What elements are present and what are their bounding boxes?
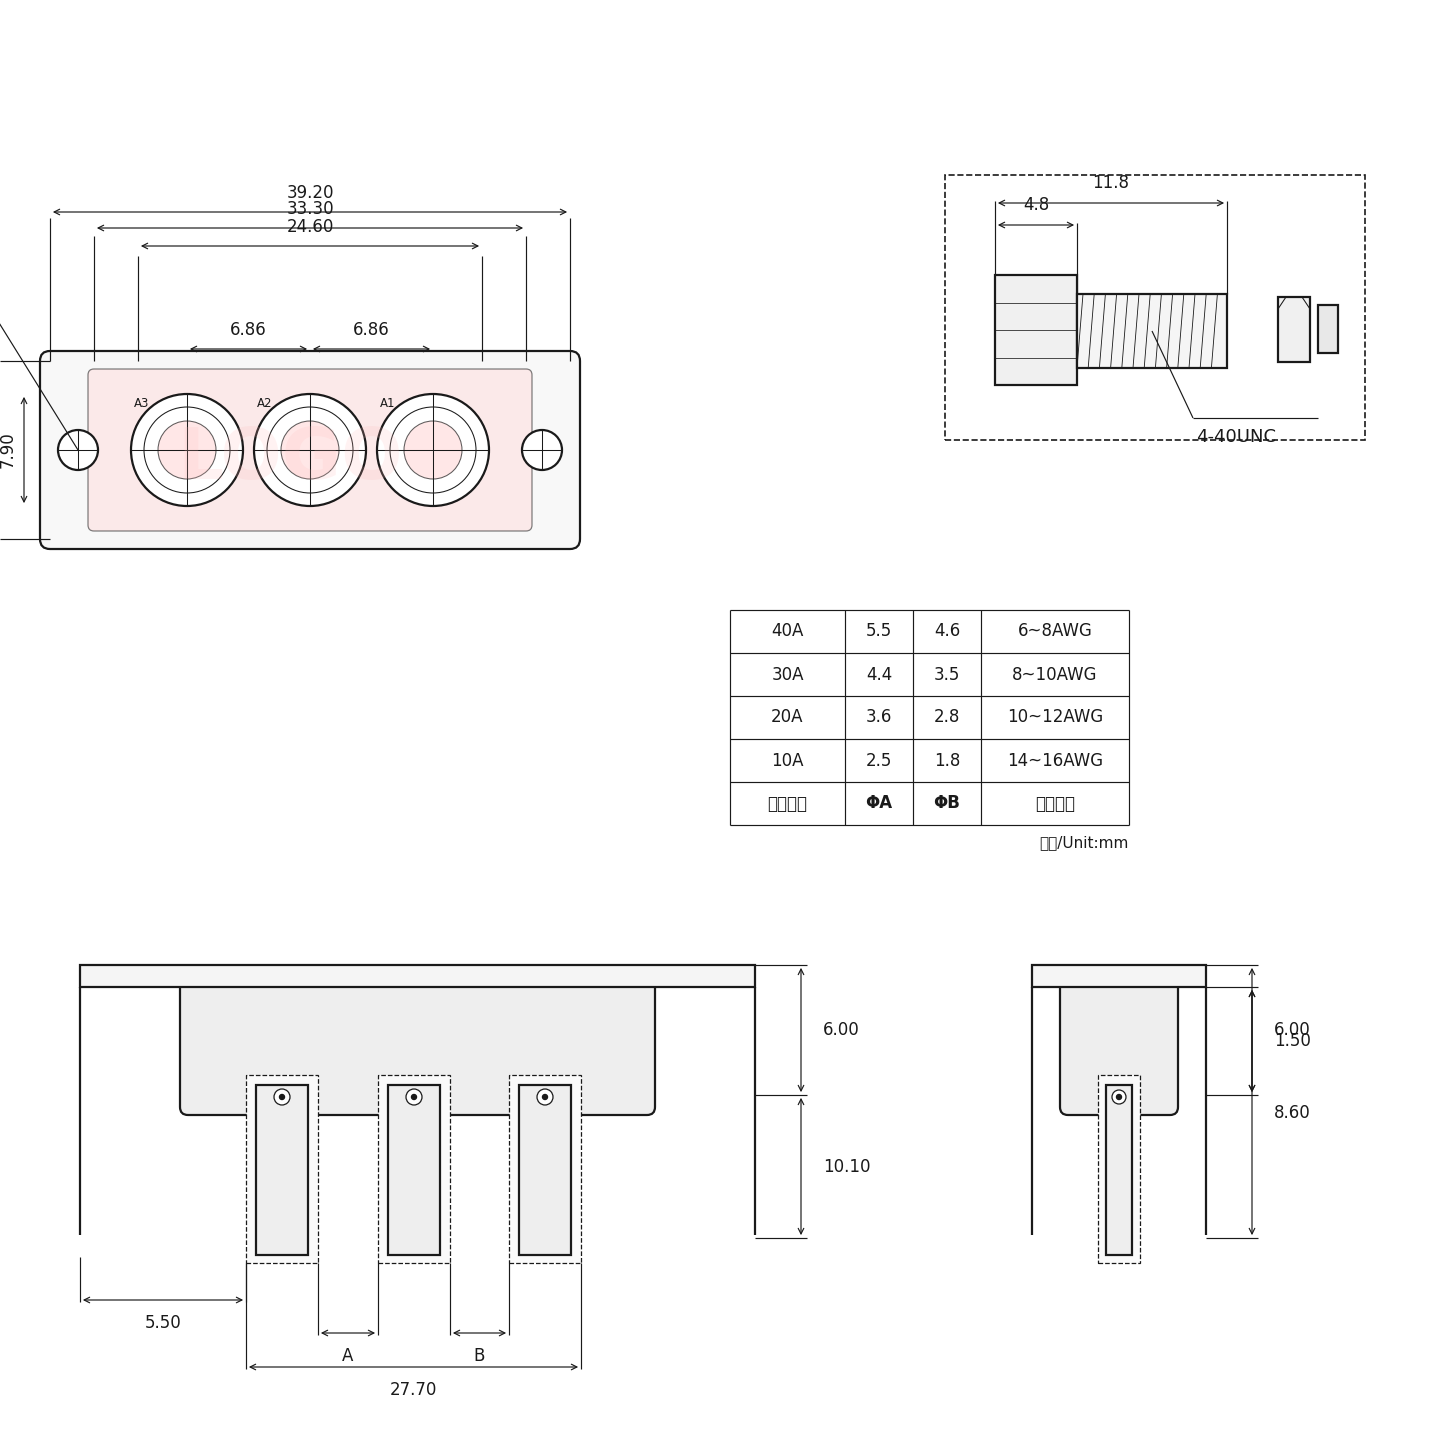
Text: 8~10AWG: 8~10AWG [1012,665,1097,684]
Bar [518,1084,572,1256]
Circle shape [274,1089,289,1104]
Circle shape [131,395,243,505]
Text: 7.90: 7.90 [0,432,17,468]
Bar [1077,294,1227,369]
Text: 4-40UNC: 4-40UNC [1197,428,1276,446]
Text: 10~12AWG: 10~12AWG [1007,708,1103,727]
Bar [377,1076,449,1263]
Circle shape [266,408,353,492]
Text: 10.10: 10.10 [824,1158,871,1175]
Bar [81,965,755,986]
Text: 4.8: 4.8 [1022,196,1050,215]
Circle shape [279,1094,285,1100]
Text: 5.50: 5.50 [144,1313,181,1332]
Text: LOGO: LOGO [177,425,403,494]
Circle shape [281,420,338,480]
Bar [995,275,1077,384]
Text: 10A: 10A [772,752,804,769]
Text: B: B [474,1346,485,1365]
FancyBboxPatch shape [1060,979,1178,1115]
Circle shape [543,1094,547,1100]
Text: A3: A3 [134,397,150,410]
Text: A2: A2 [256,397,272,410]
Bar [1099,1076,1140,1263]
Text: A1: A1 [380,397,396,410]
Text: 33.30: 33.30 [287,200,334,217]
Text: 6~8AWG: 6~8AWG [1018,622,1093,641]
Circle shape [521,431,562,469]
Bar [1106,1084,1132,1256]
Circle shape [253,395,366,505]
Bar [1279,297,1310,361]
Text: 14~16AWG: 14~16AWG [1007,752,1103,769]
Circle shape [406,1089,422,1104]
Text: 4.6: 4.6 [935,622,960,641]
Text: 线材规格: 线材规格 [1035,795,1076,812]
FancyBboxPatch shape [40,351,580,549]
Circle shape [158,420,216,480]
Text: 11.8: 11.8 [1093,174,1129,192]
Circle shape [144,408,230,492]
Text: 5.5: 5.5 [865,622,893,641]
Text: 4.4: 4.4 [865,665,893,684]
Bar [246,1076,318,1263]
Circle shape [390,408,477,492]
Text: 6.86: 6.86 [353,321,390,338]
Bar [508,1076,580,1263]
Circle shape [58,431,98,469]
Circle shape [405,420,462,480]
Text: 6.86: 6.86 [230,321,266,338]
Text: 1.8: 1.8 [933,752,960,769]
Circle shape [1116,1094,1122,1100]
FancyBboxPatch shape [88,369,531,531]
Bar [256,1084,308,1256]
Text: 3.5: 3.5 [933,665,960,684]
Text: 8.60: 8.60 [1274,1103,1310,1122]
Text: 2.5: 2.5 [865,752,893,769]
Text: 1.50: 1.50 [1274,1032,1310,1050]
Text: 2.8: 2.8 [933,708,960,727]
Bar [1032,965,1207,986]
Bar [387,1084,441,1256]
Text: 6.00: 6.00 [1274,1021,1310,1040]
Circle shape [377,395,490,505]
Circle shape [412,1094,416,1100]
Circle shape [537,1089,553,1104]
Text: ΦA: ΦA [865,795,893,812]
Text: 24.60: 24.60 [287,217,334,236]
Text: 39.20: 39.20 [287,184,334,202]
Bar [1318,305,1338,353]
Text: 额定电流: 额定电流 [768,795,808,812]
FancyBboxPatch shape [180,979,655,1115]
Text: 20A: 20A [772,708,804,727]
Text: 27.70: 27.70 [390,1381,438,1400]
Text: 6.00: 6.00 [824,1021,860,1040]
Text: ΦB: ΦB [933,795,960,812]
Text: 40A: 40A [772,622,804,641]
Bar [945,176,1365,441]
Text: 单位/Unit:mm: 单位/Unit:mm [1040,835,1129,850]
Circle shape [1112,1090,1126,1104]
Text: A: A [343,1346,354,1365]
Text: 30A: 30A [772,665,804,684]
Text: 3.6: 3.6 [865,708,893,727]
